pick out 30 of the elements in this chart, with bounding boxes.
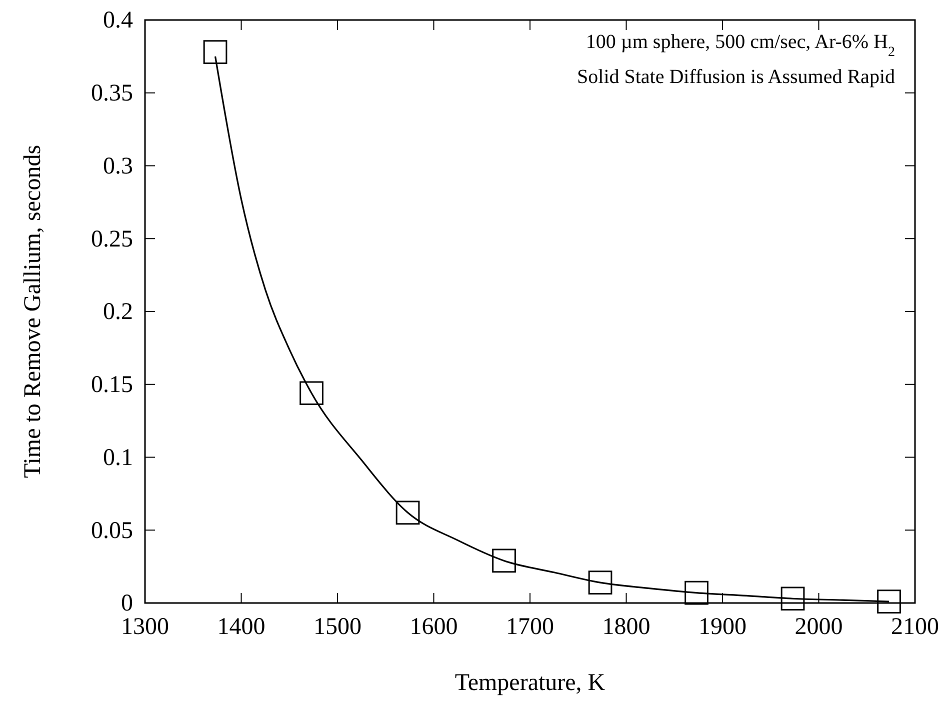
x-tick-label: 1300 (121, 614, 169, 640)
point (780, 586, 805, 611)
point (588, 570, 612, 595)
x-axis-title: Temperature, K (454, 670, 606, 696)
y-tick-label: 0 (121, 590, 133, 617)
point (492, 548, 516, 573)
x-tick-label: 1500 (314, 614, 362, 640)
y-tick-label: 0.05 (91, 518, 133, 544)
x-tick-label: 1700 (506, 614, 554, 640)
y-tick-label: 0.2 (103, 299, 133, 326)
y-tick-label: 0.4 (103, 8, 133, 34)
y-tick-label: 0.25 (91, 226, 133, 252)
point (203, 40, 228, 64)
x-tick-label: 1900 (698, 614, 746, 640)
y-tick-label: 0.3 (103, 153, 133, 180)
point (877, 590, 901, 614)
x-tick-label: 1400 (217, 614, 266, 640)
x-tick-label: 1600 (410, 614, 458, 640)
annotation: 100 µm sphere, 500 cm/sec, Ar-6% H$_{2}$ (586, 31, 895, 60)
point (684, 580, 708, 605)
x-tick-label: 2000 (794, 614, 843, 640)
point (300, 381, 324, 406)
y-tick-label: 0.15 (91, 372, 133, 398)
x-tick-label: 2100 (891, 614, 939, 640)
y-tick-label: 0.1 (103, 444, 133, 471)
point (396, 500, 420, 525)
annotation: Solid State Diffusion is Assumed Rapid (577, 66, 895, 88)
y-axis-title: Time to Remove Gallium, seconds (20, 144, 46, 478)
x-tick-label: 1800 (602, 614, 650, 640)
y-tick-label: 0.35 (91, 80, 133, 107)
